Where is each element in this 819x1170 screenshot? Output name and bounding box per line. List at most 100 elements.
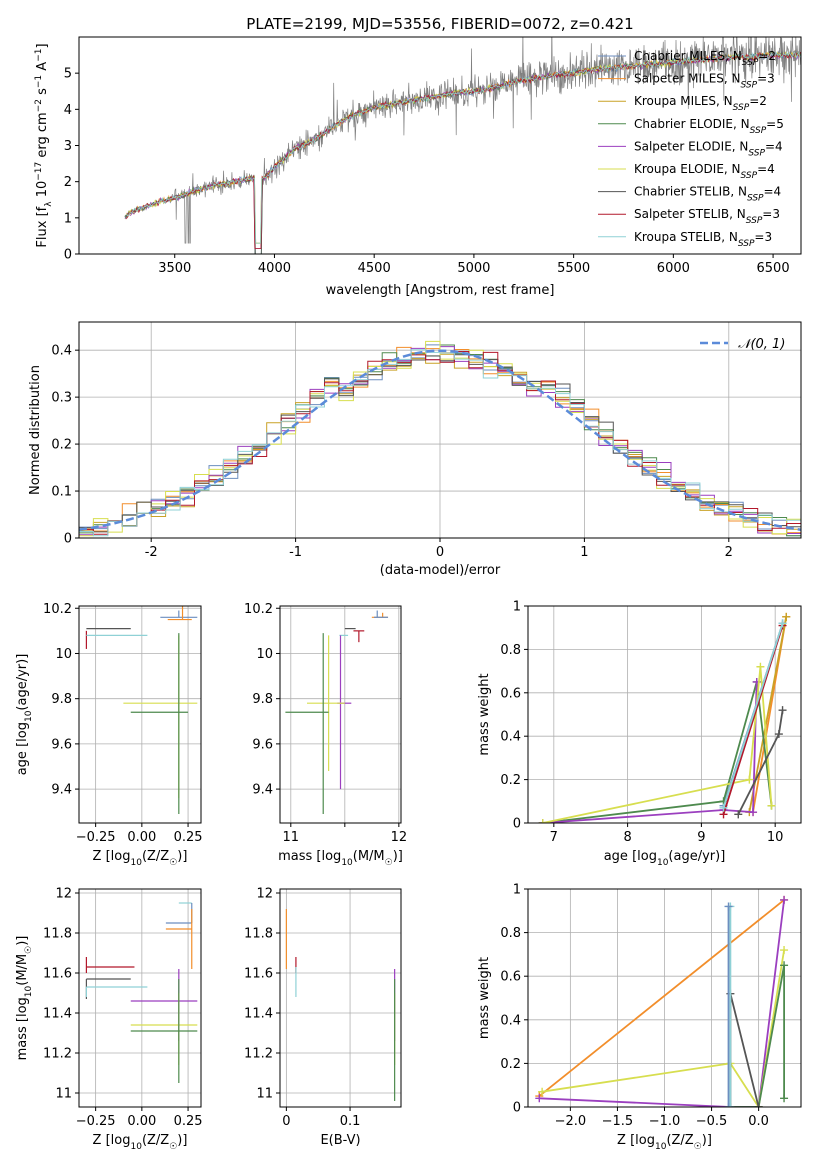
y-tick-label: 11: [256, 1087, 273, 1102]
x-tick-label: 9: [697, 830, 705, 845]
x-tick-label: −1.0: [649, 1114, 681, 1129]
x-axis-label: Z [log10(Z/Z☉)]: [93, 1133, 188, 1152]
y-tick-label: 11.8: [43, 927, 72, 942]
y-tick-label: 2: [64, 175, 72, 190]
axes-frame: [78, 605, 202, 824]
x-tick-label: 0.00: [127, 1114, 156, 1129]
y-axis-label: age [log10(age/yr)]: [15, 654, 34, 776]
y-tick-label: 9.6: [51, 737, 72, 752]
x-tick-label: 0.1: [340, 1114, 361, 1129]
weight-marker: [756, 662, 765, 671]
axes-frame: [279, 888, 402, 1108]
weight-line: [729, 993, 760, 1107]
mass-vs-Z-plot: −0.25 0.00 0.25 11 11.2 11.4 11.6 11.8 12 Z [log1…: [15, 887, 203, 1153]
weight-marker: [782, 612, 791, 621]
plot-area: [124, 37, 801, 254]
legend-label: Chabrier STELIB, NSSP=4: [634, 185, 781, 204]
y-tick-label: 11: [55, 1087, 72, 1102]
x-tick-label: 6000: [657, 261, 690, 276]
legend-label: Salpeter MILES, NSSP=3: [634, 72, 775, 91]
weight-marker: [778, 619, 787, 628]
y-tick-label: 11.8: [244, 927, 273, 942]
y-tick-label: 1: [64, 211, 72, 226]
y-tick-label: 9.4: [51, 783, 72, 798]
age-vs-mass-plot: 11 12 9.4 9.6 9.8 10 10.2 mass [log10(M/M☉)]: [244, 602, 407, 868]
weight-marker: [745, 775, 754, 784]
weight-line: [541, 949, 785, 1107]
plot-area: [535, 895, 789, 1107]
y-tick-label: 12: [55, 887, 72, 902]
weight-marker: [754, 1103, 763, 1107]
y-tick-label: 0.3: [51, 391, 72, 406]
plot-area: [285, 610, 389, 814]
y-axis-label: mass weight: [477, 673, 492, 755]
x-tick-label: 0: [282, 1114, 290, 1129]
y-tick-label: 11.4: [43, 1007, 72, 1022]
x-tick-label: 12: [391, 830, 408, 845]
legend-label: Chabrier ELODIE, NSSP=5: [634, 117, 784, 136]
x-tick-label: 0.25: [174, 830, 203, 845]
y-tick-label: 9.8: [252, 692, 273, 707]
weight-marker: [780, 961, 789, 970]
x-tick-label: 4000: [258, 261, 291, 276]
x-tick-label: 0.0: [748, 1114, 769, 1129]
legend-label: Salpeter STELIB, NSSP=3: [634, 207, 780, 226]
x-tick-label: 0.00: [127, 830, 156, 845]
x-axis-label: Z [log10(Z/Z☉)]: [93, 849, 188, 868]
spectrum-plot: 3500 4000 4500 5000 5500 6000 6500 0 1 2 3 4 5 wavele…: [34, 36, 802, 298]
y-tick-label: 12: [256, 887, 273, 902]
y-tick-label: 9.4: [252, 783, 273, 798]
weight-line: [539, 899, 785, 1107]
x-axis-label: age [log10(age/yr)]: [604, 849, 726, 868]
weight-line: [542, 681, 773, 823]
spectrum-legend: Chabrier MILES, NSSP=2 Salpeter MILES, NS…: [598, 49, 784, 249]
axes-frame: [279, 605, 402, 824]
weight-marker: [780, 1094, 789, 1103]
y-tick-label: 11.2: [244, 1047, 273, 1062]
residuals-plot: -2 -1 0 1 2 0 0.1 0.2 0.3 0.4 (data-model)/error No…: [28, 321, 802, 578]
x-tick-label: 10: [767, 830, 784, 845]
weight-line: [722, 623, 784, 809]
y-tick-label: 10.2: [244, 602, 273, 617]
y-tick-label: 9.8: [51, 692, 72, 707]
weight-marker: [778, 706, 787, 715]
y-tick-label: 3: [64, 139, 72, 154]
x-tick-label: -2: [145, 545, 158, 560]
legend-label: Salpeter ELODIE, NSSP=4: [634, 139, 783, 158]
y-tick-label: 0: [513, 817, 521, 832]
plot-area: [85, 902, 198, 1083]
x-tick-label: -1: [289, 545, 302, 560]
weight-marker: [538, 1087, 547, 1096]
y-tick-label: 1: [513, 883, 521, 898]
y-tick-label: 0.4: [500, 1013, 521, 1028]
x-axis-label: E(B-V): [320, 1133, 360, 1148]
weight-marker: [726, 1103, 735, 1107]
x-tick-label: 6500: [757, 261, 790, 276]
y-tick-label: 5: [64, 67, 72, 82]
x-tick-label: 2: [725, 545, 733, 560]
axes-frame: [527, 605, 802, 824]
x-tick-label: 7: [550, 830, 558, 845]
y-tick-label: 10.2: [43, 602, 72, 617]
legend-label: 𝒩(0, 1): [738, 337, 785, 352]
legend-label: Kroupa STELIB, NSSP=3: [634, 230, 772, 249]
x-tick-label: −0.25: [76, 830, 116, 845]
mass-vs-EBV-plot: 0 0.1 11 11.2 11.4 11.6 11.8 12 E(B-V): [244, 887, 402, 1148]
plot-area: [538, 612, 791, 823]
weight-line: [538, 899, 785, 1097]
plot-area: [85, 606, 198, 814]
x-tick-label: 3500: [158, 261, 191, 276]
residual-histogram: [79, 351, 801, 535]
weight-marker: [774, 730, 783, 739]
weight-marker: [734, 810, 743, 819]
legend-label: Kroupa ELODIE, NSSP=4: [634, 162, 775, 181]
plot-area: [285, 909, 396, 1101]
x-tick-label: 11: [283, 830, 300, 845]
x-axis-label: (data-model)/error: [380, 563, 501, 578]
y-axis-label: Flux [fλ 10−17 erg cm−2 s−1 A−1]: [34, 43, 54, 247]
weight-marker: [780, 895, 789, 904]
y-tick-label: 4: [64, 103, 72, 118]
figure-title: PLATE=2199, MJD=53556, FIBERID=0072, z=0…: [246, 15, 633, 33]
weight-marker: [538, 819, 547, 823]
